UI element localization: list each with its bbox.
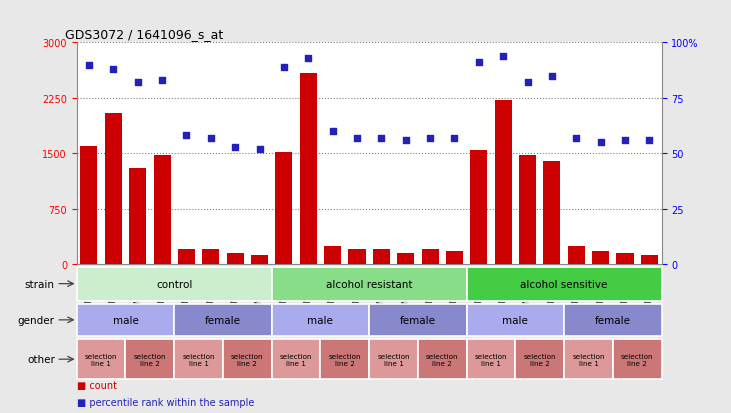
Point [400,137,412,144]
Text: selection
line 2: selection line 2 [426,353,458,366]
Bar [227,253,243,264]
Bar [105,113,122,264]
Bar [154,155,170,264]
Text: male: male [308,315,333,325]
Point [230,144,241,150]
Text: selection
line 1: selection line 1 [572,353,605,366]
Text: female: female [205,315,241,325]
Text: strain: strain [25,279,55,289]
Bar [80,147,97,264]
Text: male: male [113,315,138,325]
Bar [418,339,466,379]
Text: alcohol sensitive: alcohol sensitive [520,279,607,289]
Point [522,80,534,86]
Text: selection
line 2: selection line 2 [328,353,361,366]
Point [449,135,461,142]
Text: selection
line 1: selection line 1 [377,353,410,366]
Bar [77,267,272,301]
Bar [613,339,662,379]
Text: GDS3072 / 1641096_s_at: GDS3072 / 1641096_s_at [65,28,223,41]
Bar [466,339,515,379]
Bar [272,267,466,301]
Text: selection
line 1: selection line 1 [182,353,215,366]
Text: alcohol resistant: alcohol resistant [326,279,412,289]
Text: selection
line 2: selection line 2 [231,353,264,366]
Bar [223,339,272,379]
Bar [616,253,634,264]
Point [497,53,509,60]
Bar [543,161,561,264]
Bar [178,249,195,264]
Point [181,133,192,140]
Text: ■ percentile rank within the sample: ■ percentile rank within the sample [77,396,254,407]
Bar [495,101,512,264]
Point [473,60,485,66]
Bar [515,339,564,379]
Bar [126,339,174,379]
Point [205,135,216,142]
Point [643,137,655,144]
Text: selection
line 2: selection line 2 [134,353,166,366]
Point [619,137,631,144]
Point [570,135,582,142]
Text: female: female [595,315,631,325]
Text: male: male [502,315,529,325]
Bar [422,249,439,264]
Bar [77,304,174,336]
Point [83,62,95,69]
Bar [519,156,536,264]
Point [132,80,143,86]
Text: selection
line 2: selection line 2 [621,353,654,366]
Bar [373,249,390,264]
Bar [276,152,292,264]
Bar [568,246,585,264]
Bar [129,169,146,264]
Bar [202,249,219,264]
Bar [470,150,488,264]
Bar [641,256,658,264]
Bar [564,304,662,336]
Point [424,135,436,142]
Bar [466,267,662,301]
Point [254,146,265,153]
Bar [369,339,418,379]
Bar [251,256,268,264]
Point [546,73,558,80]
Bar [77,339,126,379]
Point [278,64,289,71]
Point [303,55,314,62]
Text: selection
line 2: selection line 2 [523,353,556,366]
Point [376,135,387,142]
Bar [272,304,369,336]
Point [595,140,607,146]
Bar [320,339,369,379]
Text: selection
line 1: selection line 1 [474,353,507,366]
Text: gender: gender [18,315,55,325]
Text: selection
line 1: selection line 1 [85,353,118,366]
Bar [272,339,320,379]
Bar [369,304,466,336]
Text: control: control [156,279,192,289]
Bar [174,304,272,336]
Bar [592,252,609,264]
Text: selection
line 1: selection line 1 [280,353,312,366]
Bar [564,339,613,379]
Text: ■ count: ■ count [77,380,117,390]
Point [107,66,119,73]
Bar [324,246,341,264]
Bar [466,304,564,336]
Text: female: female [400,315,436,325]
Text: other: other [27,354,55,364]
Bar [300,74,317,264]
Bar [446,251,463,264]
Bar [397,253,414,264]
Bar [174,339,223,379]
Bar [349,249,366,264]
Point [351,135,363,142]
Point [156,78,168,84]
Point [327,128,338,135]
